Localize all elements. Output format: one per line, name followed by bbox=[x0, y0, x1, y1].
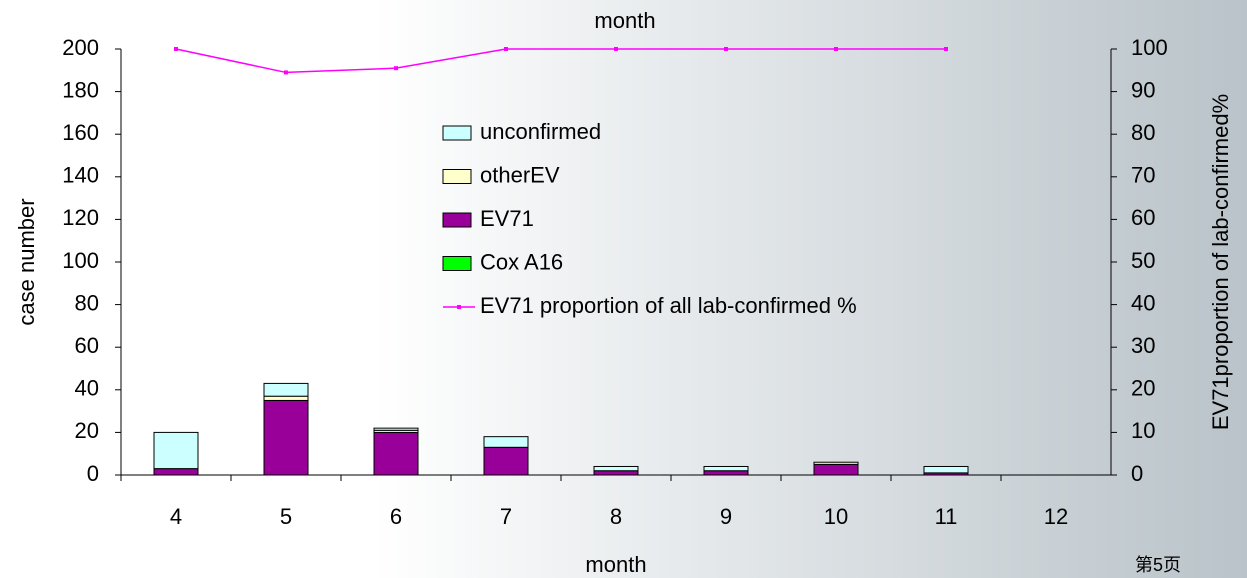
line-marker bbox=[614, 47, 618, 51]
bar-segment bbox=[594, 471, 638, 475]
bar-segment bbox=[154, 469, 198, 475]
legend-swatch bbox=[457, 305, 461, 309]
bar-segment bbox=[264, 383, 308, 396]
bar-segment bbox=[154, 432, 198, 468]
legend-swatch bbox=[443, 170, 471, 184]
y-axis-title: case number bbox=[14, 198, 39, 325]
legend-swatch bbox=[443, 257, 471, 271]
y-tick-label: 60 bbox=[75, 333, 99, 358]
bar-segment bbox=[704, 466, 748, 470]
y2-tick-label: 40 bbox=[1131, 290, 1155, 315]
line-marker bbox=[724, 47, 728, 51]
y-tick-label: 0 bbox=[87, 461, 99, 486]
bar-segment bbox=[814, 462, 858, 464]
y-tick-label: 180 bbox=[62, 77, 99, 102]
line-marker bbox=[394, 66, 398, 70]
x-tick-label: 7 bbox=[500, 504, 512, 529]
line-marker bbox=[174, 47, 178, 51]
bar-segment bbox=[594, 466, 638, 470]
y-tick-label: 120 bbox=[62, 205, 99, 230]
bar-segment bbox=[374, 432, 418, 475]
line-marker bbox=[284, 70, 288, 74]
bar-segment bbox=[484, 447, 528, 475]
y-tick-label: 80 bbox=[75, 290, 99, 315]
legend-swatch bbox=[443, 126, 471, 140]
bar-segment bbox=[814, 464, 858, 475]
bar-segment bbox=[264, 396, 308, 400]
y2-tick-label: 100 bbox=[1131, 35, 1168, 60]
y-tick-label: 20 bbox=[75, 418, 99, 443]
x-axis-title: month bbox=[585, 552, 646, 577]
y2-tick-label: 90 bbox=[1131, 77, 1155, 102]
chart-title: month bbox=[594, 8, 655, 33]
y-tick-label: 140 bbox=[62, 163, 99, 188]
legend-swatch bbox=[443, 213, 471, 227]
y2-tick-label: 80 bbox=[1131, 120, 1155, 145]
legend-label: otherEV bbox=[480, 162, 560, 187]
y2-tick-label: 0 bbox=[1131, 461, 1143, 486]
y2-tick-label: 50 bbox=[1131, 248, 1155, 273]
y-tick-label: 40 bbox=[75, 376, 99, 401]
x-tick-label: 8 bbox=[610, 504, 622, 529]
y-tick-label: 200 bbox=[62, 35, 99, 60]
x-tick-label: 9 bbox=[720, 504, 732, 529]
chart: month month case number EV71proportion o… bbox=[0, 0, 1247, 578]
x-tick-label: 12 bbox=[1044, 504, 1068, 529]
x-tick-label: 6 bbox=[390, 504, 402, 529]
y2-tick-label: 70 bbox=[1131, 163, 1155, 188]
bar-segment bbox=[264, 400, 308, 475]
line-marker bbox=[944, 47, 948, 51]
line-marker bbox=[504, 47, 508, 51]
bar-segment bbox=[484, 437, 528, 448]
y-tick-label: 100 bbox=[62, 248, 99, 273]
x-tick-label: 11 bbox=[935, 504, 958, 529]
y2-tick-label: 30 bbox=[1131, 333, 1155, 358]
legend-label: EV71 proportion of all lab-confirmed % bbox=[480, 293, 857, 318]
legend-label: Cox A16 bbox=[480, 249, 563, 274]
page-label: 第5页 bbox=[1135, 555, 1181, 575]
legend-label: EV71 bbox=[480, 206, 534, 231]
bar-segment bbox=[924, 466, 968, 472]
x-tick-label: 5 bbox=[280, 504, 292, 529]
x-tick-label: 10 bbox=[824, 504, 848, 529]
y2-tick-label: 10 bbox=[1131, 418, 1155, 443]
background bbox=[0, 0, 1247, 578]
line-marker bbox=[834, 47, 838, 51]
bar-segment bbox=[374, 428, 418, 430]
y2-tick-label: 60 bbox=[1131, 205, 1155, 230]
x-tick-label: 4 bbox=[170, 504, 182, 529]
bar-segment bbox=[704, 471, 748, 475]
y2-axis-title: EV71proportion of lab-confirmed% bbox=[1208, 94, 1233, 430]
legend-label: unconfirmed bbox=[480, 119, 601, 144]
y2-tick-label: 20 bbox=[1131, 376, 1155, 401]
y-tick-label: 160 bbox=[62, 120, 99, 145]
